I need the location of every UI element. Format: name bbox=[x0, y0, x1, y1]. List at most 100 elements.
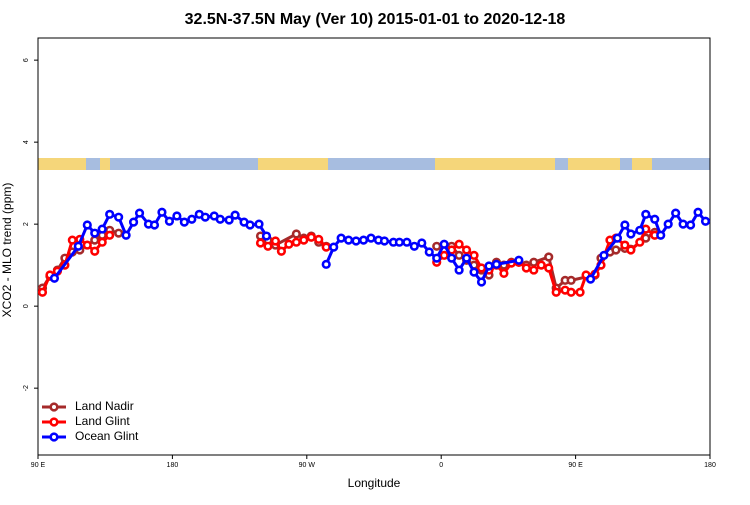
point bbox=[678, 219, 688, 229]
point bbox=[149, 220, 160, 230]
point bbox=[521, 263, 531, 273]
point bbox=[656, 230, 666, 240]
point bbox=[366, 233, 376, 243]
y-axis-label: XCO2 - MLO trend (ppm) bbox=[0, 183, 14, 318]
point bbox=[329, 242, 339, 252]
point bbox=[469, 250, 479, 260]
legend-marker bbox=[49, 417, 59, 427]
point bbox=[105, 230, 115, 240]
point bbox=[499, 268, 509, 278]
point bbox=[261, 231, 272, 241]
point bbox=[105, 209, 115, 219]
map-land bbox=[568, 158, 620, 170]
point bbox=[245, 220, 255, 230]
point bbox=[461, 253, 472, 263]
x-tick-label: 90 E bbox=[31, 462, 46, 469]
point bbox=[529, 265, 539, 275]
point bbox=[187, 214, 197, 224]
point bbox=[612, 233, 623, 243]
point bbox=[82, 240, 92, 250]
point bbox=[179, 217, 189, 227]
point bbox=[358, 235, 369, 245]
point bbox=[336, 233, 346, 243]
point bbox=[114, 228, 124, 238]
point bbox=[575, 287, 585, 297]
point bbox=[255, 238, 266, 248]
point bbox=[121, 230, 131, 240]
point bbox=[476, 263, 487, 273]
point bbox=[635, 225, 645, 235]
point bbox=[200, 212, 210, 222]
point bbox=[447, 253, 457, 263]
point bbox=[394, 237, 404, 247]
point bbox=[529, 257, 539, 267]
point bbox=[469, 267, 479, 277]
point bbox=[409, 241, 419, 251]
x-axis-label: Longitude bbox=[348, 476, 401, 490]
plot-frame bbox=[37, 37, 711, 456]
point bbox=[134, 208, 145, 218]
point bbox=[432, 253, 442, 263]
x-tick-label: 180 bbox=[167, 462, 179, 469]
legend-marker bbox=[49, 402, 59, 412]
point bbox=[671, 208, 681, 218]
point bbox=[321, 259, 331, 269]
x-tick-label: 90 W bbox=[299, 462, 316, 469]
point bbox=[461, 245, 472, 255]
map-land bbox=[632, 158, 652, 170]
point bbox=[620, 240, 630, 250]
point bbox=[321, 242, 331, 252]
point bbox=[90, 228, 100, 238]
y-tick-label: 2 bbox=[23, 222, 30, 226]
legend-label: Land Glint bbox=[75, 414, 130, 428]
y-tick-label: 4 bbox=[23, 140, 30, 144]
point bbox=[663, 219, 673, 229]
point bbox=[544, 263, 554, 273]
point bbox=[484, 261, 494, 271]
point bbox=[314, 234, 324, 244]
point bbox=[585, 274, 596, 284]
point bbox=[417, 238, 427, 248]
point bbox=[620, 220, 630, 230]
y-tick-label: 0 bbox=[23, 304, 30, 308]
point bbox=[693, 207, 703, 217]
map-land bbox=[258, 158, 328, 170]
point bbox=[599, 250, 609, 260]
legend-label: Ocean Glint bbox=[75, 429, 139, 443]
point bbox=[650, 214, 660, 224]
point bbox=[37, 287, 48, 297]
point bbox=[97, 224, 107, 234]
point bbox=[439, 239, 449, 249]
point bbox=[270, 236, 281, 246]
point bbox=[224, 215, 234, 225]
point bbox=[566, 287, 576, 297]
point bbox=[284, 239, 294, 249]
map-land bbox=[435, 158, 555, 170]
point bbox=[97, 237, 107, 247]
point bbox=[611, 245, 621, 255]
point bbox=[536, 260, 546, 270]
point bbox=[90, 246, 100, 256]
point bbox=[379, 236, 390, 246]
point bbox=[454, 250, 464, 260]
point bbox=[90, 235, 100, 245]
map-land bbox=[38, 158, 86, 170]
point bbox=[230, 210, 240, 220]
x-tick-label: 180 bbox=[704, 462, 716, 469]
point bbox=[635, 237, 645, 247]
point bbox=[291, 229, 301, 239]
point bbox=[291, 237, 301, 247]
point bbox=[454, 239, 464, 249]
x-tick-label: 0 bbox=[439, 462, 443, 469]
point bbox=[439, 250, 449, 260]
point bbox=[67, 235, 77, 245]
point bbox=[514, 255, 524, 265]
series bbox=[49, 207, 711, 287]
map-strip bbox=[38, 158, 710, 170]
point bbox=[73, 241, 83, 251]
chart-title: 32.5N-37.5N May (Ver 10) 2015-01-01 to 2… bbox=[185, 11, 566, 28]
point bbox=[114, 212, 124, 222]
